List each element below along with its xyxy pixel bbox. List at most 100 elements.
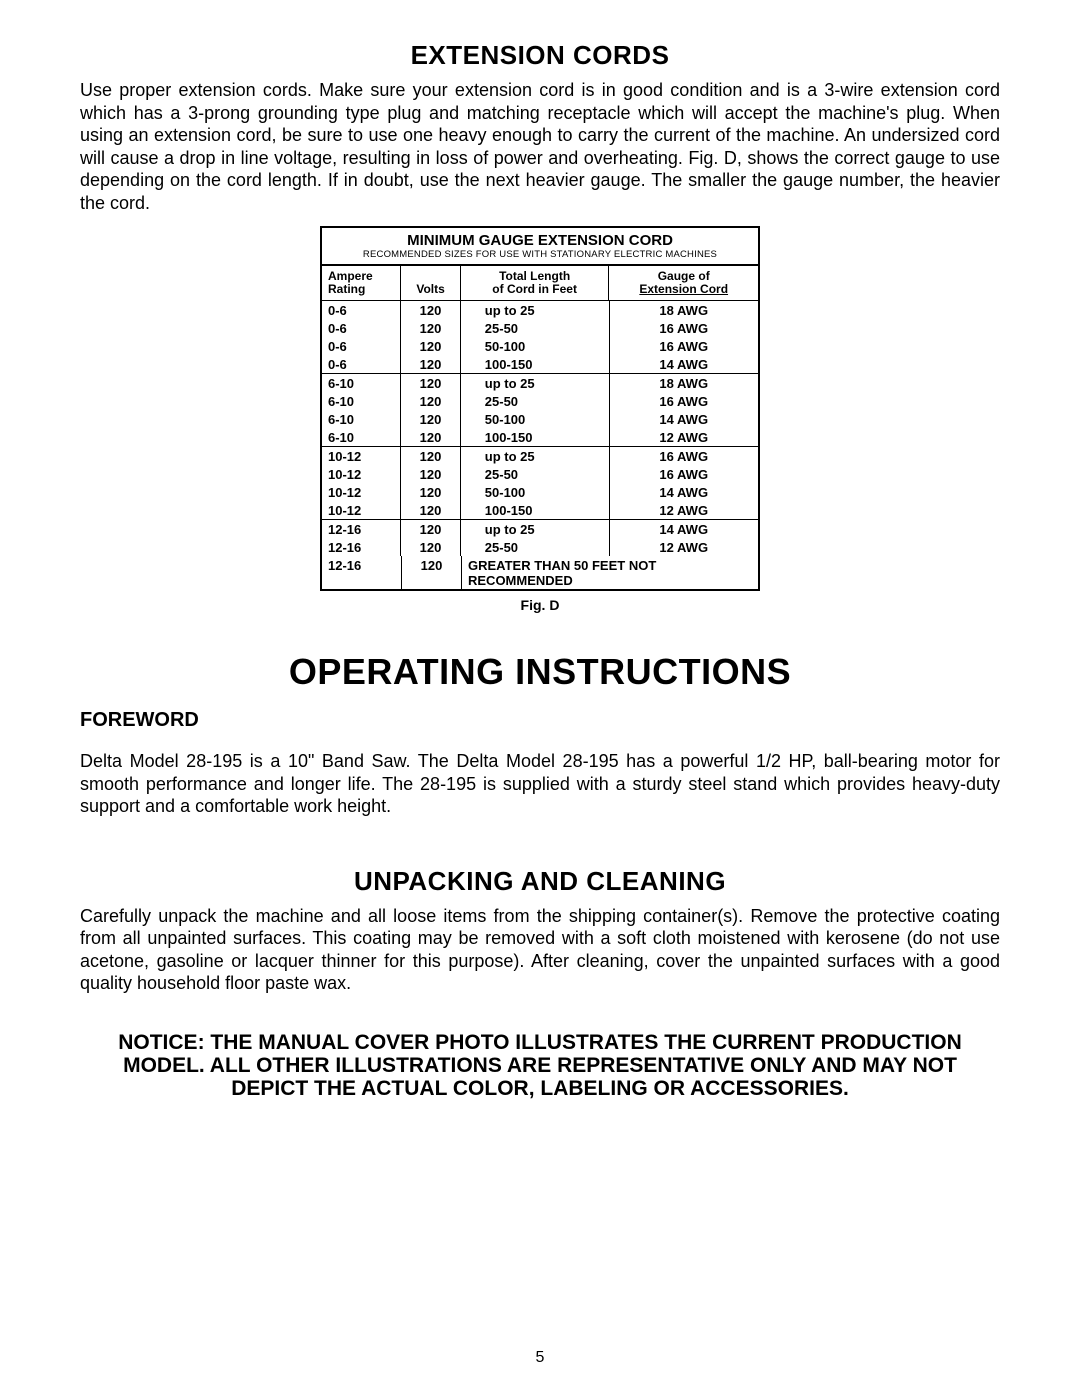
notice-text: NOTICE: THE MANUAL COVER PHOTO ILLUSTRAT… [80,1031,1000,1100]
cell-volts: 120 [401,520,461,538]
cell-length: 100-150 [461,501,610,519]
cell-volts: 120 [401,392,461,410]
cell-gauge: 16 AWG [610,465,759,483]
cell-length: 50-100 [461,483,610,501]
cell-ampere: 10-12 [322,465,401,483]
cell-ampere: 0-6 [322,337,401,355]
cell-ampere: 10-12 [322,447,401,465]
cell-volts: 120 [401,465,461,483]
extension-cords-body: Use proper extension cords. Make sure yo… [80,79,1000,214]
cell-volts: 120 [401,447,461,465]
cell-gauge: 14 AWG [610,483,759,501]
table-row: 0-612050-10016 AWG [322,337,758,355]
cell-ampere: 6-10 [322,410,401,428]
table-row: 0-6120up to 2518 AWG [322,301,758,319]
cell-note: GREATER THAN 50 FEET NOT RECOMMENDED [462,556,758,589]
cell-gauge: 12 AWG [610,538,759,556]
cell-gauge: 14 AWG [610,410,759,428]
cell-gauge: 16 AWG [610,447,759,465]
cell-volts: 120 [401,501,461,519]
hdr-gauge-1: Gauge of [658,269,710,283]
gauge-groups: 0-6120up to 2518 AWG0-612025-5016 AWG0-6… [322,301,758,589]
figure-label: Fig. D [80,597,1000,613]
gauge-header-row: Ampere Rating Volts Total Length of Cord… [322,266,758,301]
cell-gauge: 12 AWG [610,501,759,519]
gauge-group: 0-6120up to 2518 AWG0-612025-5016 AWG0-6… [322,301,758,374]
hdr-ampere-1: Ampere [328,269,373,283]
table-row: 10-12120up to 2516 AWG [322,447,758,465]
unpacking-heading: UNPACKING AND CLEANING [80,866,1000,897]
cell-gauge: 18 AWG [610,374,759,392]
cell-length: 50-100 [461,410,610,428]
table-row: 6-1012050-10014 AWG [322,410,758,428]
cell-length: up to 25 [461,447,610,465]
cell-volts: 120 [401,538,461,556]
cell-ampere: 12-16 [322,520,401,538]
cell-ampere: 6-10 [322,374,401,392]
cell-ampere: 12-16 [322,538,401,556]
cell-volts: 120 [401,301,461,319]
foreword-body: Delta Model 28-195 is a 10" Band Saw. Th… [80,750,1000,818]
cell-length: 25-50 [461,392,610,410]
cell-gauge: 16 AWG [610,392,759,410]
cell-gauge: 14 AWG [610,355,759,373]
cell-volts: 120 [401,355,461,373]
cell-gauge: 16 AWG [610,337,759,355]
gauge-group: 6-10120up to 2518 AWG6-1012025-5016 AWG6… [322,374,758,447]
cell-volts: 120 [401,374,461,392]
cell-ampere: 10-12 [322,483,401,501]
gauge-group: 12-16120up to 2514 AWG12-1612025-5012 AW… [322,520,758,589]
cell-ampere: 0-6 [322,319,401,337]
gauge-table-wrap: MINIMUM GAUGE EXTENSION CORD RECOMMENDED… [80,226,1000,591]
table-row: 6-10120up to 2518 AWG [322,374,758,392]
cell-length: up to 25 [461,520,610,538]
cell-volts: 120 [401,337,461,355]
hdr-length-1: Total Length [499,269,570,283]
cell-volts: 120 [401,410,461,428]
page-number: 5 [0,1349,1080,1367]
gauge-table-subtitle: RECOMMENDED SIZES FOR USE WITH STATIONAR… [322,249,758,266]
hdr-length-2: of Cord in Feet [492,282,577,296]
cell-gauge: 16 AWG [610,319,759,337]
table-row: 10-1212050-10014 AWG [322,483,758,501]
hdr-gauge-2: Extension Cord [639,282,728,296]
gauge-group: 10-12120up to 2516 AWG10-1212025-5016 AW… [322,447,758,520]
cell-volts: 120 [402,556,462,589]
cell-ampere: 0-6 [322,355,401,373]
table-row: 12-16120GREATER THAN 50 FEET NOT RECOMME… [322,556,758,589]
table-row: 0-612025-5016 AWG [322,319,758,337]
cell-ampere: 0-6 [322,301,401,319]
hdr-ampere-2: Rating [328,282,365,296]
table-row: 0-6120100-15014 AWG [322,355,758,373]
cell-volts: 120 [401,483,461,501]
unpacking-body: Carefully unpack the machine and all loo… [80,905,1000,995]
cell-ampere: 12-16 [322,556,402,589]
cell-length: 25-50 [461,538,610,556]
cell-gauge: 12 AWG [610,428,759,446]
cell-length: 25-50 [461,319,610,337]
col-header-ampere: Ampere Rating [322,266,401,300]
cell-gauge: 18 AWG [610,301,759,319]
cell-gauge: 14 AWG [610,520,759,538]
cell-length: 25-50 [461,465,610,483]
table-row: 10-12120100-15012 AWG [322,501,758,519]
table-row: 6-10120100-15012 AWG [322,428,758,446]
extension-cords-heading: EXTENSION CORDS [80,40,1000,71]
cell-ampere: 6-10 [322,392,401,410]
foreword-heading: FOREWORD [80,709,1000,732]
gauge-table: MINIMUM GAUGE EXTENSION CORD RECOMMENDED… [320,226,760,591]
table-row: 12-1612025-5012 AWG [322,538,758,556]
table-row: 10-1212025-5016 AWG [322,465,758,483]
cell-length: 100-150 [461,355,610,373]
col-header-gauge: Gauge of Extension Cord [609,266,758,300]
cell-volts: 120 [401,319,461,337]
operating-instructions-heading: OPERATING INSTRUCTIONS [80,651,1000,693]
cell-volts: 120 [401,428,461,446]
col-header-length: Total Length of Cord in Feet [461,266,610,300]
cell-ampere: 6-10 [322,428,401,446]
cell-length: 100-150 [461,428,610,446]
cell-length: up to 25 [461,301,610,319]
cell-length: 50-100 [461,337,610,355]
cell-ampere: 10-12 [322,501,401,519]
hdr-volts: Volts [416,283,444,296]
